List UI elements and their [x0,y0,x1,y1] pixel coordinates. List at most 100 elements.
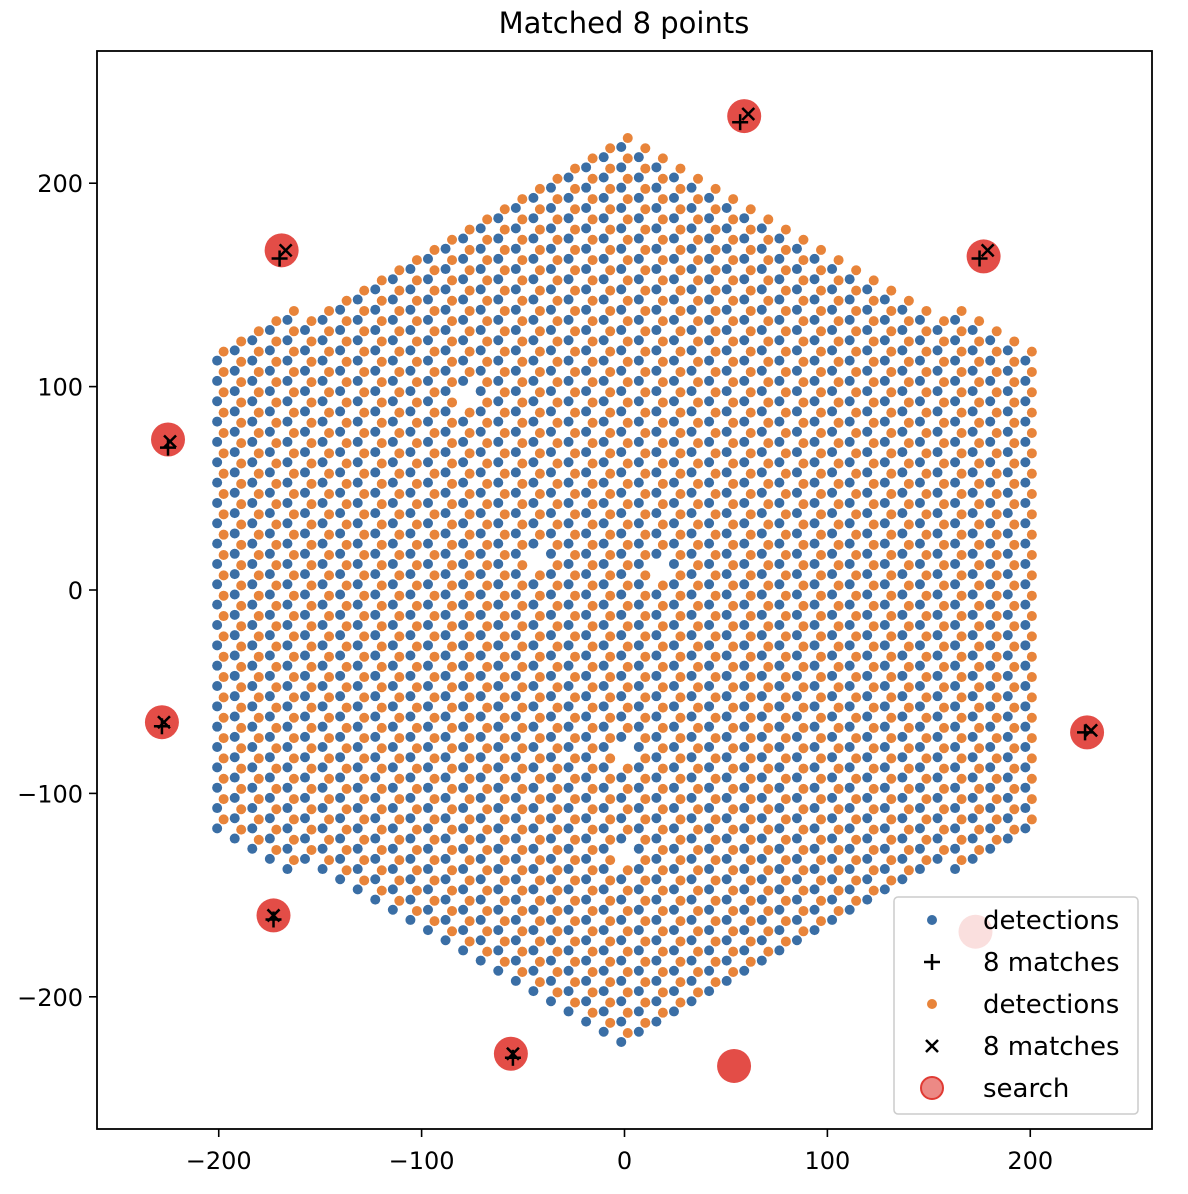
detection-point-orange [359,448,370,459]
detection-point-orange [359,305,370,316]
detection-point-orange [587,804,598,815]
detection-point-orange [745,936,756,947]
detection-point-blue [616,203,627,214]
detection-point-orange [324,305,335,316]
detection-point-blue [528,965,539,976]
detection-point-blue [950,701,961,712]
detection-point-blue [739,782,750,793]
detection-point-orange [728,722,739,733]
detection-point-orange [447,905,458,916]
detection-point-blue [422,538,433,549]
detection-point-orange [693,275,704,286]
detection-point-blue [545,467,556,478]
detection-point-blue [475,365,486,376]
detection-point-orange [622,336,633,347]
detection-point-blue [686,874,697,885]
detection-point-orange [763,865,774,876]
detection-point-orange [622,153,633,164]
detection-point-blue [862,467,873,478]
detection-point-blue [651,630,662,641]
detection-point-blue [229,528,240,539]
detection-point-blue [282,721,293,732]
detection-point-orange [816,753,827,764]
detection-point-blue [370,752,381,763]
detection-point-orange [552,905,563,916]
detection-point-orange [447,824,458,835]
detection-point-blue [668,1006,679,1017]
detection-point-blue [686,406,697,417]
detection-point-orange [288,834,299,845]
detection-point-orange [394,834,405,845]
match-x-marker [278,243,293,258]
detection-point-blue [317,640,328,651]
detection-point-orange [552,743,563,754]
detection-point-orange [271,316,282,327]
detection-point-orange [745,733,756,744]
detection-point-blue [422,314,433,325]
detection-point-orange [534,305,545,316]
detection-point-blue [387,314,398,325]
detection-point-blue [528,497,539,508]
detection-point-blue [282,681,293,692]
detection-point-orange [798,824,809,835]
match-x-marker [741,107,756,121]
detection-point-blue [827,264,838,275]
detection-point-orange [974,438,985,449]
detection-point-orange [376,356,387,367]
detection-point-orange [306,539,317,550]
detection-point-blue [493,253,504,264]
detection-point-blue [950,477,961,488]
detection-point-blue [405,914,416,925]
detection-point-blue [352,477,363,488]
detection-point-orange [359,570,370,581]
detection-point-orange [570,387,581,398]
detection-point-orange [675,936,686,947]
detection-point-orange [306,702,317,713]
detection-point-orange [499,285,510,296]
detection-point-blue [493,660,504,671]
detection-point-blue [950,823,961,834]
detection-point-orange [534,244,545,255]
chart-title: Matched 8 points [499,6,750,40]
detection-point-blue [721,609,732,620]
detection-point-blue [510,731,521,742]
detection-point-orange [622,234,633,245]
detection-point-orange [675,875,686,886]
detection-point-blue [563,640,574,651]
detection-point-orange [868,621,879,632]
detection-point-blue [739,721,750,732]
detection-point-orange [868,478,879,489]
detection-point-blue [458,518,469,529]
detection-point-orange [657,499,668,510]
detection-point-orange [464,916,475,927]
detection-point-blue [458,457,469,468]
detection-point-orange [675,387,686,398]
detection-point-blue [932,345,943,356]
detection-point-orange [780,366,791,377]
detection-point-blue [809,396,820,407]
detection-point-blue [493,904,504,915]
detection-point-blue [668,619,679,630]
detection-point-blue [897,487,908,498]
detection-point-blue [686,182,697,193]
detection-point-orange [429,244,440,255]
detection-point-blue [739,884,750,895]
detection-point-orange [816,305,827,316]
detection-point-blue [651,162,662,173]
detection-point-orange [728,621,739,632]
detection-point-blue [563,497,574,508]
detection-point-blue [932,589,943,600]
detection-point-orange [552,682,563,693]
detection-point-blue [458,579,469,590]
detection-point-blue [950,619,961,630]
detection-point-blue [721,365,732,376]
detection-point-blue [458,335,469,346]
detection-point-blue [651,243,662,254]
detection-point-orange [903,600,914,611]
detection-point-blue [686,426,697,437]
detection-point-blue [914,396,925,407]
detection-point-orange [464,692,475,703]
detection-point-orange [833,905,844,916]
detection-point-orange [447,682,458,693]
detection-point-orange [534,936,545,947]
